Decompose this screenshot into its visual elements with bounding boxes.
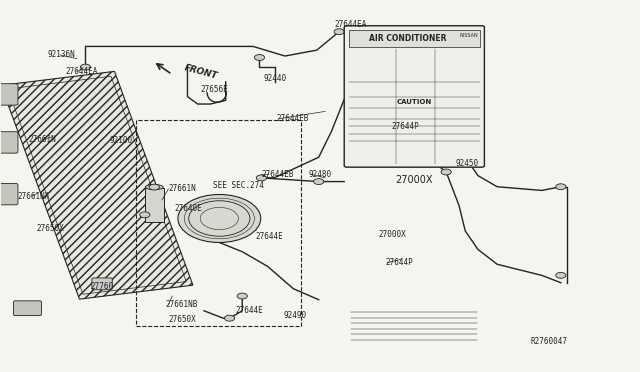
Text: 27644P: 27644P	[385, 258, 413, 267]
Circle shape	[149, 184, 159, 190]
Text: 92450: 92450	[455, 158, 478, 168]
Ellipse shape	[145, 185, 163, 190]
Text: 27661NA: 27661NA	[17, 192, 50, 201]
Circle shape	[334, 29, 344, 35]
Text: 27650X: 27650X	[36, 224, 64, 233]
Bar	[145, 188, 164, 222]
Text: 27644EB: 27644EB	[261, 170, 294, 179]
Circle shape	[254, 55, 264, 61]
Text: 92440: 92440	[264, 74, 287, 83]
Text: 27661N: 27661N	[168, 185, 196, 193]
Text: 27656E: 27656E	[200, 85, 228, 94]
Text: NISSAN: NISSAN	[460, 33, 478, 38]
Text: 92490: 92490	[283, 311, 306, 320]
Text: 27000X: 27000X	[396, 175, 433, 185]
Text: 92100: 92100	[109, 137, 133, 145]
Circle shape	[378, 132, 388, 138]
Text: AIR CONDITIONER: AIR CONDITIONER	[369, 34, 447, 43]
Bar	[349, 30, 480, 47]
Bar	[136, 119, 301, 326]
Text: 92480: 92480	[308, 170, 332, 179]
Text: 27644P: 27644P	[392, 122, 419, 131]
Circle shape	[225, 315, 235, 321]
Text: 27644EA: 27644EA	[65, 67, 97, 76]
Text: SEE SEC.274: SEE SEC.274	[213, 181, 264, 190]
Circle shape	[314, 179, 324, 185]
Text: CAUTION: CAUTION	[397, 99, 432, 105]
Text: 27644E: 27644E	[255, 232, 283, 241]
Text: 27644EA: 27644EA	[334, 20, 366, 29]
FancyBboxPatch shape	[0, 183, 18, 205]
FancyBboxPatch shape	[13, 301, 42, 315]
FancyBboxPatch shape	[0, 132, 18, 153]
Circle shape	[378, 117, 388, 123]
Text: 27650X: 27650X	[168, 315, 196, 324]
Text: 27661N: 27661N	[28, 135, 56, 144]
Circle shape	[178, 195, 260, 243]
Polygon shape	[1, 71, 193, 299]
FancyBboxPatch shape	[344, 26, 484, 167]
Circle shape	[140, 212, 150, 218]
Circle shape	[81, 64, 91, 70]
Text: 92136N: 92136N	[47, 51, 75, 60]
Circle shape	[441, 169, 451, 175]
Circle shape	[256, 175, 266, 181]
Text: R2760047: R2760047	[531, 337, 567, 346]
FancyBboxPatch shape	[92, 278, 112, 290]
Circle shape	[237, 293, 247, 299]
Text: 27640E: 27640E	[175, 204, 202, 214]
Text: 27760: 27760	[91, 282, 114, 291]
Text: FRONT: FRONT	[183, 63, 218, 80]
FancyBboxPatch shape	[0, 84, 18, 105]
Text: 27661NB: 27661NB	[166, 300, 198, 310]
Text: 27644EB: 27644EB	[276, 114, 309, 123]
Text: 27000X: 27000X	[379, 230, 406, 239]
Circle shape	[556, 272, 566, 278]
Circle shape	[556, 184, 566, 190]
Text: 27644E: 27644E	[236, 306, 264, 315]
